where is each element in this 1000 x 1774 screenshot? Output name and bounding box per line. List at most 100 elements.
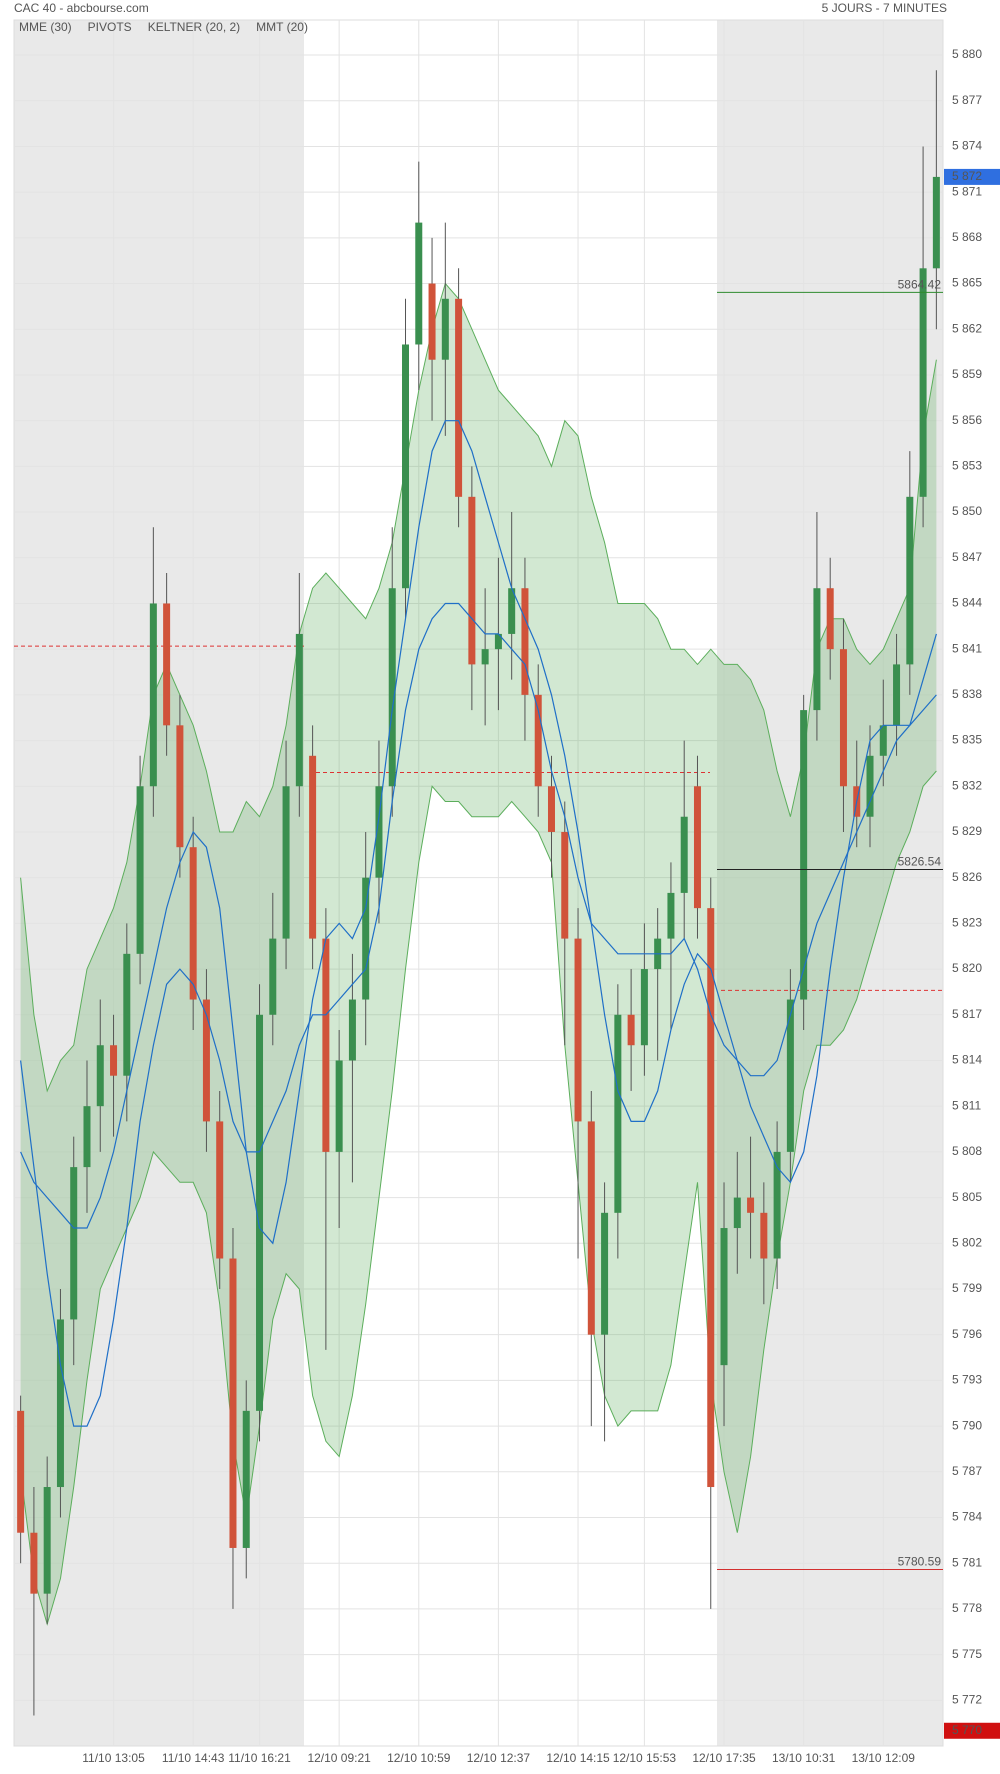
x-tick-label: 13/10 12:09 — [852, 1751, 916, 1765]
candle-body — [83, 1106, 91, 1168]
price-badge-label: 5 872 — [952, 169, 982, 183]
candle-body — [455, 298, 463, 497]
y-tick-label: 5 865 — [952, 276, 982, 290]
y-tick-label: 5 829 — [952, 824, 982, 838]
candle-body — [335, 1060, 343, 1152]
candle-body — [70, 1167, 78, 1320]
x-tick-label: 12/10 15:53 — [613, 1751, 677, 1765]
y-tick-label: 5 856 — [952, 413, 982, 427]
candle-body — [202, 999, 210, 1122]
level-label: 5780.59 — [898, 1555, 942, 1569]
x-tick-label: 12/10 17:35 — [692, 1751, 756, 1765]
y-tick-label: 5 823 — [952, 916, 982, 930]
candle-body — [813, 588, 821, 711]
y-tick-label: 5 787 — [952, 1464, 982, 1478]
y-tick-label: 5 784 — [952, 1510, 982, 1524]
keltner-lower — [20, 770, 937, 1626]
y-tick-label: 5 853 — [952, 459, 982, 473]
y-tick-label: 5 778 — [952, 1601, 982, 1615]
candle-body — [149, 603, 157, 787]
x-tick-label: 12/10 09:21 — [307, 1751, 371, 1765]
x-tick-label: 11/10 14:43 — [162, 1751, 225, 1765]
candle-body — [561, 831, 569, 939]
x-tick-label: 12/10 14:15 — [546, 1751, 610, 1765]
x-tick-label: 11/10 16:21 — [228, 1751, 291, 1765]
candle-body — [614, 1014, 622, 1213]
session-shade — [717, 20, 943, 1746]
candle-body — [176, 725, 184, 848]
candle-body — [136, 786, 144, 954]
candle-body — [508, 588, 516, 634]
candle-body — [879, 725, 887, 756]
x-tick-label: 12/10 12:37 — [467, 1751, 531, 1765]
price-badge-label: 5 770 — [952, 1723, 982, 1737]
y-tick-label: 5 835 — [952, 733, 982, 747]
y-tick-label: 5 793 — [952, 1373, 982, 1387]
candle-body — [919, 268, 927, 497]
y-tick-label: 5 820 — [952, 961, 982, 975]
candle-body — [189, 847, 197, 1000]
candle-body — [786, 999, 794, 1152]
candle-body — [574, 938, 582, 1122]
candle-body — [388, 588, 396, 787]
y-tick-label: 5 850 — [952, 504, 982, 518]
candle-body — [800, 710, 808, 1000]
price-badge — [944, 1722, 1000, 1739]
y-tick-label: 5 844 — [952, 596, 982, 610]
y-tick-label: 5 775 — [952, 1647, 982, 1661]
legend-entry[interactable]: KELTNER (20, 2) — [148, 20, 240, 34]
y-tick-label: 5 832 — [952, 778, 982, 792]
candle-body — [256, 1014, 264, 1411]
candle-body — [295, 633, 303, 787]
candle-body — [402, 344, 410, 589]
chart-title: CAC 40 - abcbourse.com — [14, 1, 149, 15]
candle-body — [468, 496, 476, 665]
y-tick-label: 5 880 — [952, 47, 982, 61]
candle-body — [441, 298, 449, 360]
candle-body — [587, 1121, 595, 1335]
candle-body — [547, 786, 555, 832]
x-tick-label: 13/10 10:31 — [772, 1751, 836, 1765]
candle-body — [640, 969, 648, 1046]
y-tick-label: 5 790 — [952, 1418, 982, 1432]
y-tick-label: 5 796 — [952, 1327, 982, 1341]
candle-body — [534, 694, 542, 787]
y-tick-label: 5 808 — [952, 1144, 982, 1158]
legend-entry[interactable]: MMT (20) — [256, 20, 308, 34]
y-tick-label: 5 871 — [952, 184, 982, 198]
level-label: 5826.54 — [898, 855, 942, 869]
candle-body — [760, 1212, 768, 1259]
candle-body — [494, 633, 502, 650]
candle-body — [481, 649, 489, 665]
price-badge — [944, 168, 1000, 185]
candle-body — [680, 816, 688, 893]
candle-body — [362, 877, 370, 1000]
candle-body — [693, 786, 701, 909]
plot-frame — [13, 19, 944, 1747]
x-tick-label: 12/10 10:59 — [387, 1751, 451, 1765]
y-tick-label: 5 847 — [952, 550, 982, 564]
legend-entry[interactable]: PIVOTS — [88, 20, 132, 34]
y-tick-label: 5 874 — [952, 139, 982, 153]
y-tick-label: 5 814 — [952, 1053, 982, 1067]
keltner-upper — [20, 282, 937, 1093]
y-tick-label: 5 868 — [952, 230, 982, 244]
candle-body — [707, 908, 715, 1488]
y-tick-label: 5 772 — [952, 1692, 982, 1706]
candle-body — [747, 1197, 755, 1213]
y-tick-label: 5 802 — [952, 1235, 982, 1249]
y-tick-label: 5 799 — [952, 1281, 982, 1295]
moving-average — [20, 420, 937, 1245]
candle-body — [720, 1228, 728, 1366]
y-tick-label: 5 877 — [952, 93, 982, 107]
legend-entry[interactable]: MME (30) — [19, 20, 72, 34]
x-tick-label: 11/10 13:05 — [82, 1751, 145, 1765]
candle-body — [733, 1197, 741, 1229]
y-tick-label: 5 781 — [952, 1555, 982, 1569]
candle-body — [96, 1045, 104, 1107]
candle-body — [110, 1045, 118, 1076]
y-tick-label: 5 817 — [952, 1007, 982, 1021]
candle-body — [866, 755, 874, 817]
y-tick-label: 5 811 — [952, 1098, 981, 1112]
candle-body — [123, 953, 131, 1076]
